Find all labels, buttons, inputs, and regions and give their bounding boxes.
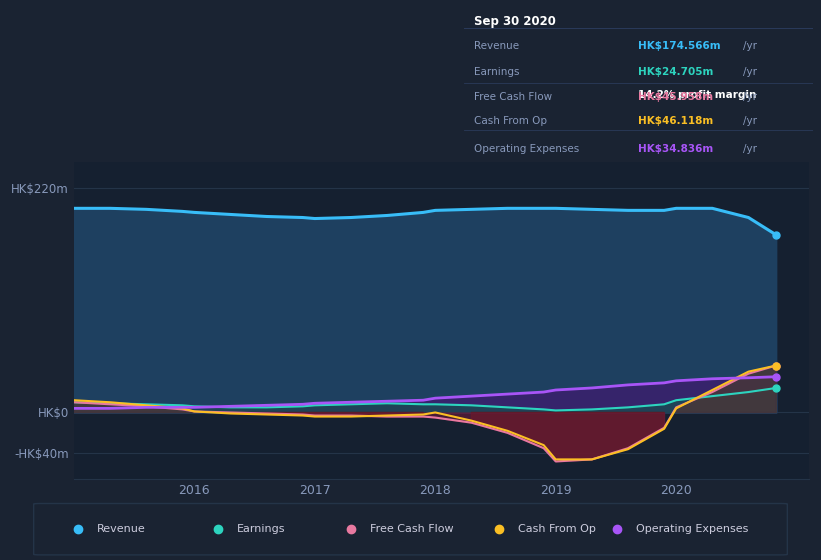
Text: Sep 30 2020: Sep 30 2020: [475, 15, 556, 28]
Text: HK$34.836m: HK$34.836m: [639, 144, 713, 154]
Text: Earnings: Earnings: [237, 524, 286, 534]
Text: HK$174.566m: HK$174.566m: [639, 41, 721, 51]
Text: HK$45.958m: HK$45.958m: [639, 92, 713, 102]
Text: Revenue: Revenue: [475, 41, 520, 51]
Text: /yr: /yr: [743, 41, 757, 51]
Text: Free Cash Flow: Free Cash Flow: [370, 524, 453, 534]
Text: Earnings: Earnings: [475, 67, 520, 77]
Text: HK$24.705m: HK$24.705m: [639, 67, 713, 77]
Text: /yr: /yr: [743, 116, 757, 127]
Text: HK$46.118m: HK$46.118m: [639, 116, 713, 127]
Text: 14.2% profit margin: 14.2% profit margin: [639, 90, 757, 100]
Text: /yr: /yr: [743, 144, 757, 154]
Text: Operating Expenses: Operating Expenses: [636, 524, 748, 534]
Text: Cash From Op: Cash From Op: [518, 524, 595, 534]
FancyBboxPatch shape: [34, 503, 787, 555]
Text: Revenue: Revenue: [97, 524, 145, 534]
Text: Cash From Op: Cash From Op: [475, 116, 548, 127]
Text: Free Cash Flow: Free Cash Flow: [475, 92, 553, 102]
Text: Operating Expenses: Operating Expenses: [475, 144, 580, 154]
Text: /yr: /yr: [743, 92, 757, 102]
Text: /yr: /yr: [743, 67, 757, 77]
